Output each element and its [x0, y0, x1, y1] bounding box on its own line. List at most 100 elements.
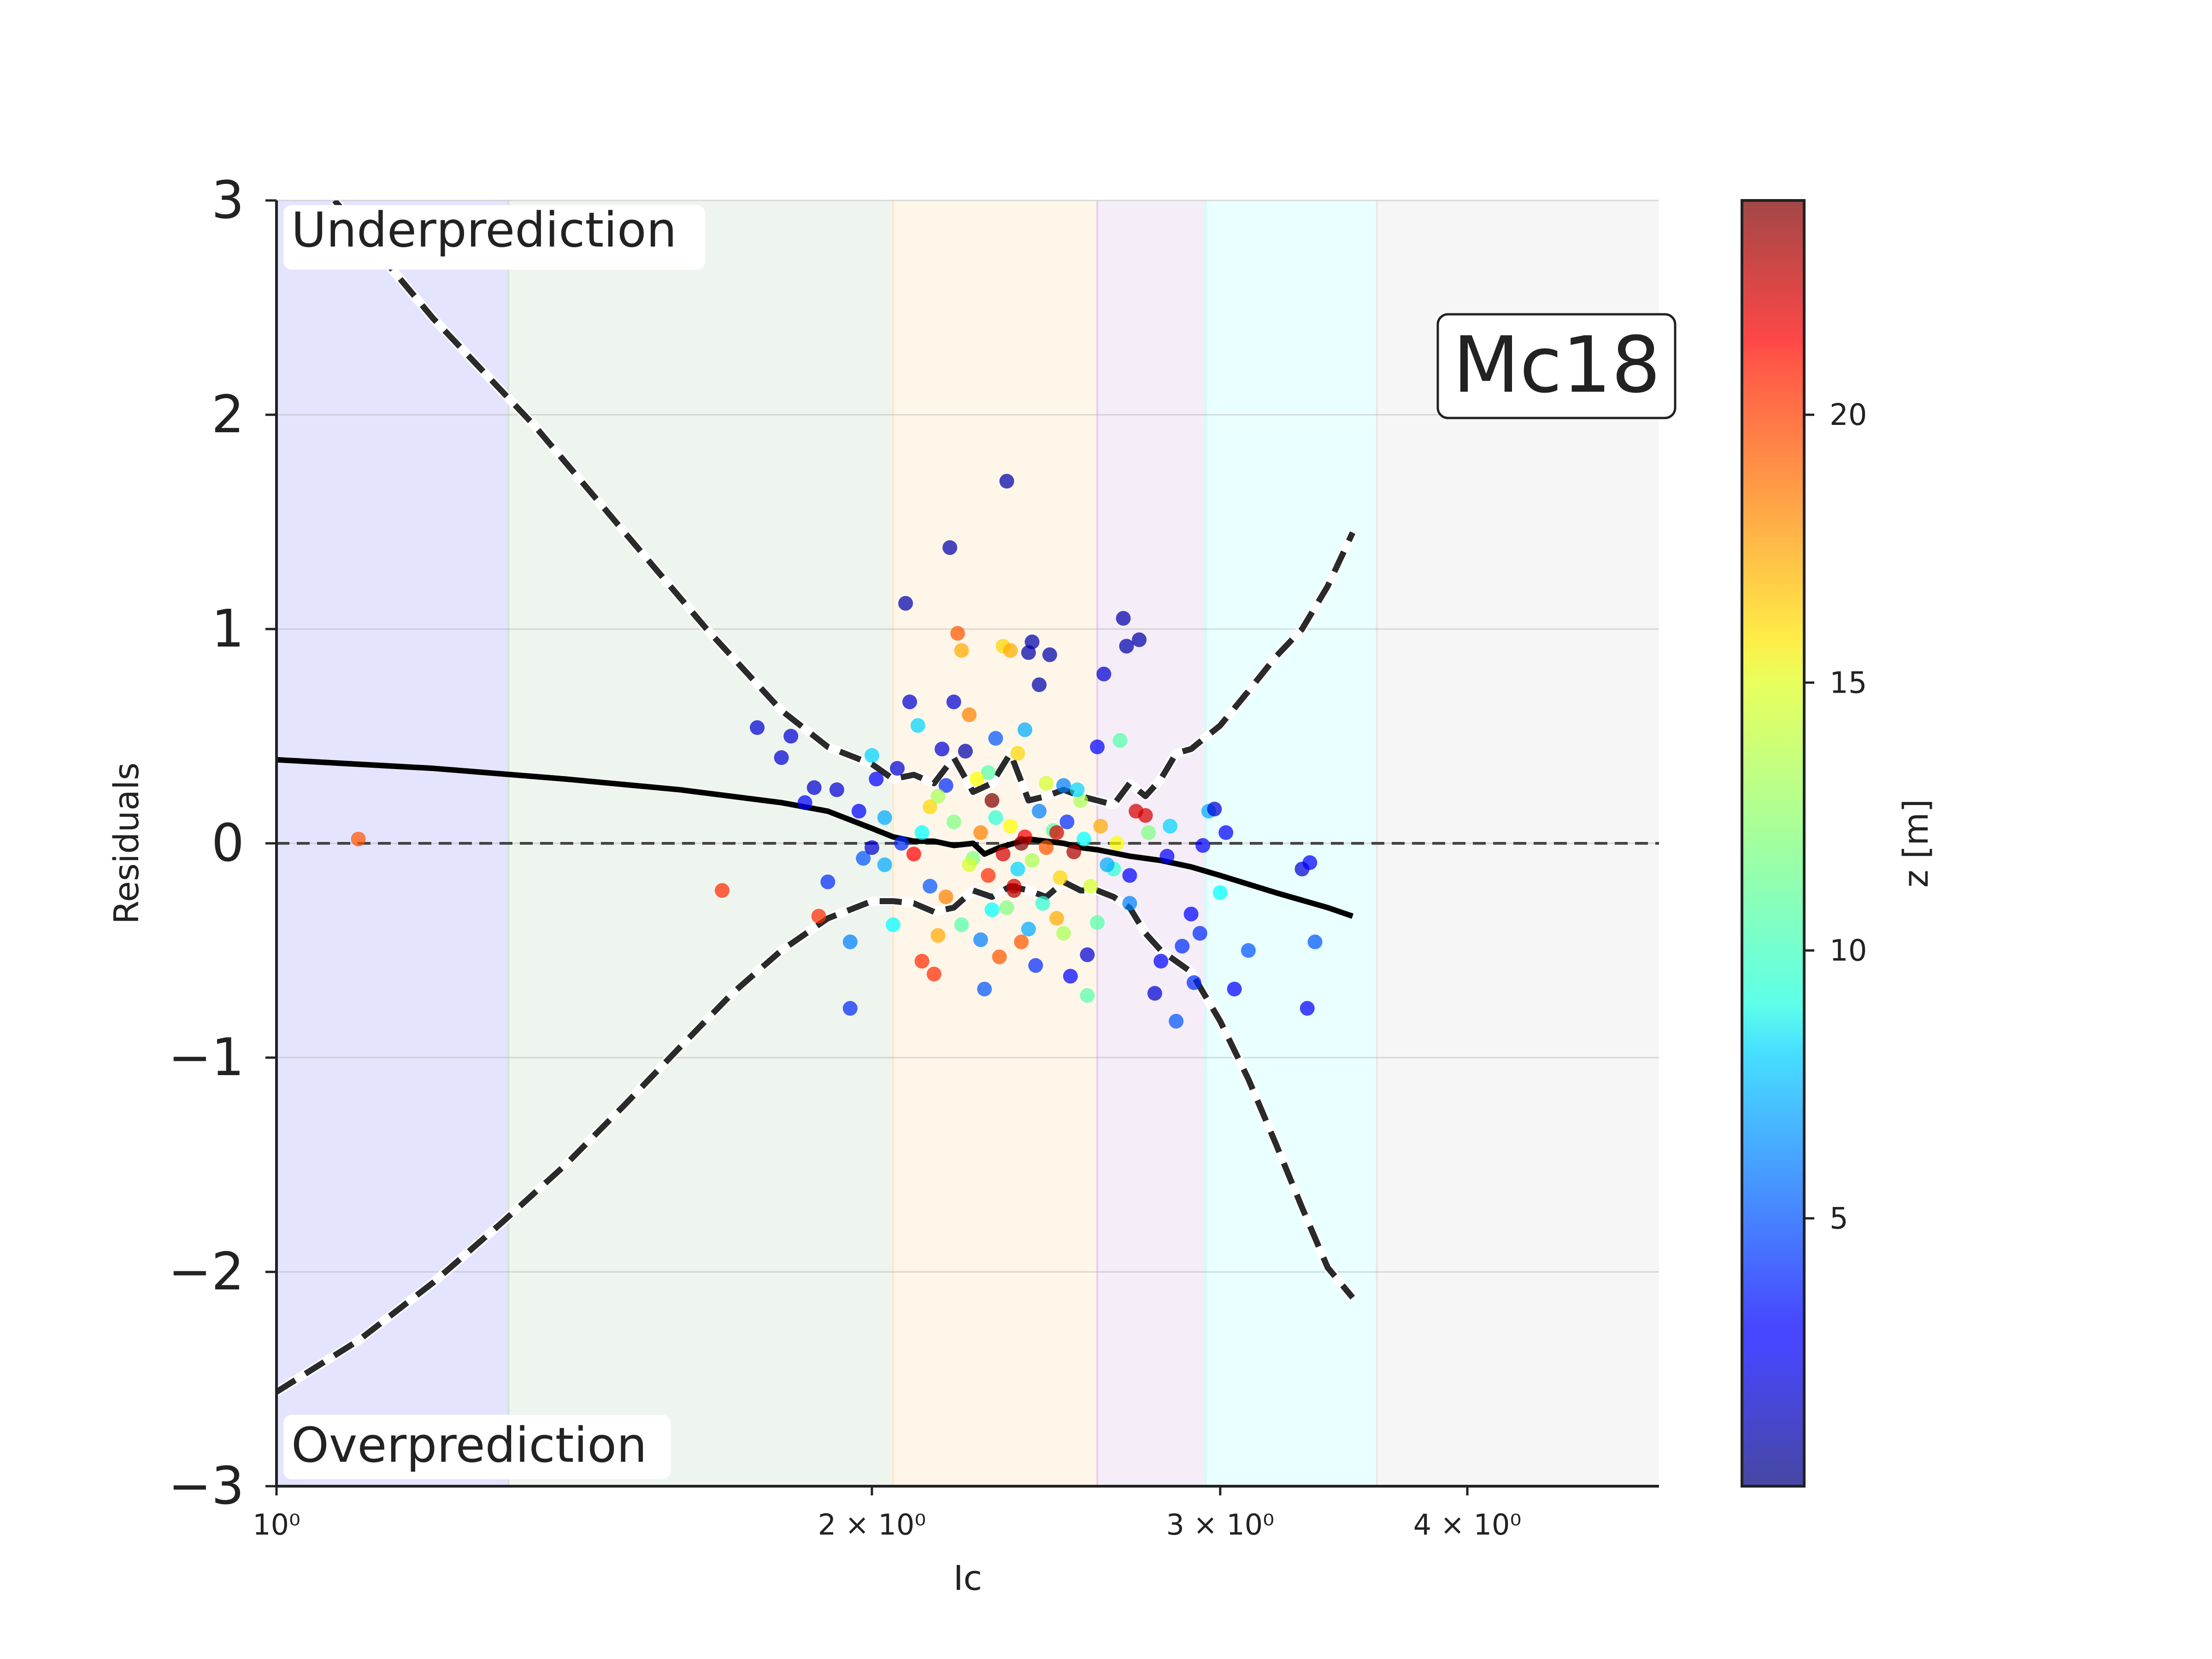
- data-point: [1183, 906, 1199, 922]
- data-point: [923, 879, 938, 894]
- data-point: [1192, 926, 1207, 941]
- data-point: [926, 966, 941, 982]
- data-point: [1122, 896, 1137, 911]
- data-point: [750, 720, 765, 735]
- data-point: [1175, 939, 1190, 954]
- data-point: [950, 626, 965, 641]
- data-point: [935, 741, 950, 757]
- data-point: [938, 889, 953, 905]
- lower-bound-line: [276, 879, 1355, 1394]
- data-point: [1032, 804, 1047, 819]
- y-axis-label: Residuals: [107, 762, 147, 924]
- data-point: [962, 707, 977, 722]
- lines-layer: [276, 200, 1659, 1396]
- data-point: [1147, 986, 1162, 1001]
- data-point: [969, 771, 984, 787]
- data-point: [1035, 896, 1050, 911]
- data-point: [1080, 947, 1095, 962]
- data-point: [906, 847, 921, 862]
- colorbar-tick-label: 15: [1830, 666, 1867, 700]
- x-axis-label: Ic: [953, 1559, 982, 1598]
- x-ticks: 10⁰ 2 × 10⁰ 3 × 10⁰ 4 × 10⁰: [253, 1486, 1521, 1541]
- colorbar-label: z [m]: [1896, 799, 1936, 888]
- x-tick-label: 3 × 10⁰: [1166, 1508, 1275, 1541]
- data-point: [954, 917, 969, 932]
- y-tick-label: 2: [212, 385, 244, 445]
- data-point: [898, 596, 913, 611]
- data-point: [1096, 666, 1112, 682]
- data-point: [1195, 838, 1211, 853]
- data-point: [1003, 818, 1018, 834]
- data-point: [1003, 643, 1018, 658]
- colorbar-tick-label: 20: [1830, 398, 1867, 432]
- data-point: [351, 831, 366, 847]
- data-point: [869, 771, 884, 787]
- data-point: [783, 729, 799, 744]
- data-point: [1100, 857, 1115, 872]
- data-point: [1159, 848, 1175, 864]
- data-point: [981, 868, 996, 883]
- data-point: [999, 474, 1014, 489]
- data-point: [946, 694, 961, 710]
- data-point: [902, 694, 918, 710]
- data-point: [1218, 825, 1234, 840]
- data-point: [894, 836, 909, 851]
- colorbar-ticks: 5 10 15 20: [1804, 398, 1867, 1236]
- data-point: [1307, 934, 1323, 949]
- y-tick-label: 0: [212, 813, 244, 873]
- data-point: [1153, 953, 1169, 969]
- data-point: [1241, 943, 1256, 958]
- y-ticks: 3 2 1 0 −1 −2 −3: [168, 171, 276, 1516]
- colorbar: [1741, 199, 1806, 1488]
- data-point: [1006, 883, 1022, 898]
- data-point: [1112, 733, 1128, 748]
- data-point: [1010, 861, 1025, 877]
- data-point: [851, 804, 866, 819]
- data-point: [984, 902, 1000, 918]
- trend-line: [276, 757, 1354, 919]
- data-point: [914, 825, 930, 840]
- data-point: [1300, 1001, 1315, 1016]
- data-point: [886, 917, 901, 932]
- data-point: [1018, 722, 1033, 737]
- model-label-box: [1436, 313, 1677, 419]
- data-point: [829, 782, 844, 797]
- data-point: [1080, 988, 1095, 1003]
- data-point: [890, 761, 905, 776]
- data-point: [992, 949, 1007, 965]
- data-point: [1187, 975, 1202, 990]
- data-point: [981, 765, 996, 780]
- data-point: [1138, 808, 1153, 823]
- data-point: [1116, 611, 1131, 626]
- data-point: [856, 851, 871, 866]
- data-point: [811, 909, 826, 924]
- data-point: [1212, 885, 1228, 900]
- data-point: [715, 883, 730, 898]
- data-point: [1063, 969, 1078, 984]
- data-point: [1169, 1013, 1184, 1029]
- colorbar-tick-label: 10: [1830, 934, 1867, 968]
- underprediction-label: Underprediction: [291, 202, 677, 258]
- data-point: [988, 731, 1003, 746]
- data-point: [1056, 926, 1071, 941]
- data-point: [914, 953, 930, 969]
- underprediction-box: [283, 205, 705, 270]
- data-point: [877, 857, 892, 872]
- data-point: [954, 643, 969, 658]
- upper-bound-line: [332, 200, 1356, 808]
- data-point: [1163, 818, 1178, 834]
- data-point: [1028, 958, 1043, 973]
- model-label: Mc18: [1453, 320, 1660, 410]
- data-point: [842, 934, 858, 949]
- data-point: [1059, 814, 1075, 830]
- data-point: [1070, 782, 1085, 797]
- data-point: [1093, 818, 1108, 834]
- data-point: [1066, 844, 1082, 859]
- data-point: [962, 857, 977, 872]
- data-point: [1049, 825, 1064, 840]
- data-point: [942, 540, 958, 555]
- y-tick-label: −2: [168, 1242, 244, 1302]
- y-tick-label: 3: [212, 171, 244, 230]
- data-point: [842, 1001, 858, 1016]
